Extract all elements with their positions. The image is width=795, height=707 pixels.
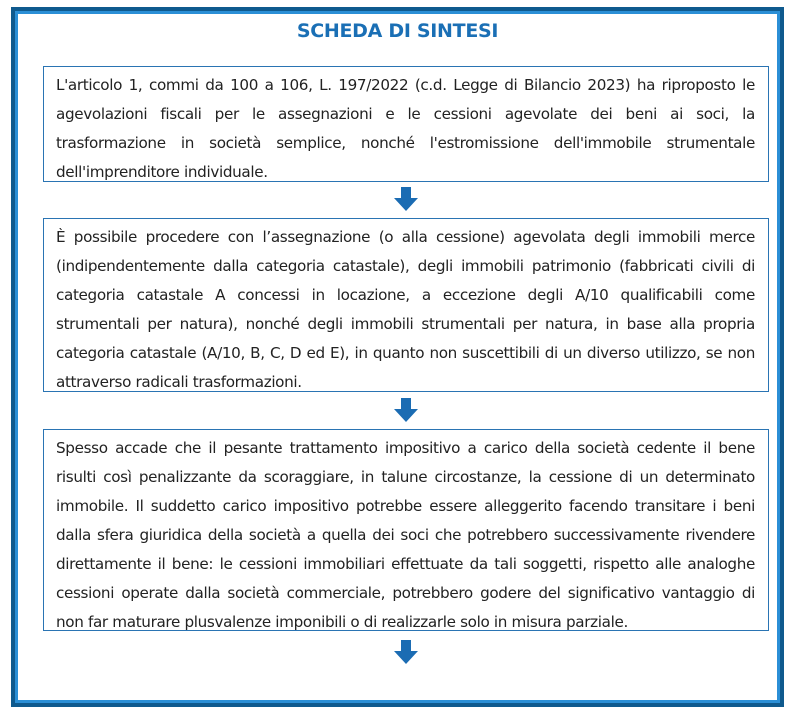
summary-box-2: È possibile procedere con l’assegnazione… <box>43 218 769 392</box>
arrow-down-icon <box>394 398 418 422</box>
arrow-down-icon <box>394 187 418 211</box>
arrow-down-icon <box>394 640 418 664</box>
summary-box-3: Spesso accade che il pesante trattamento… <box>43 429 769 631</box>
summary-box-1: L'articolo 1, commi da 100 a 106, L. 197… <box>43 66 769 182</box>
page-title: SCHEDA DI SINTESI <box>296 20 499 42</box>
